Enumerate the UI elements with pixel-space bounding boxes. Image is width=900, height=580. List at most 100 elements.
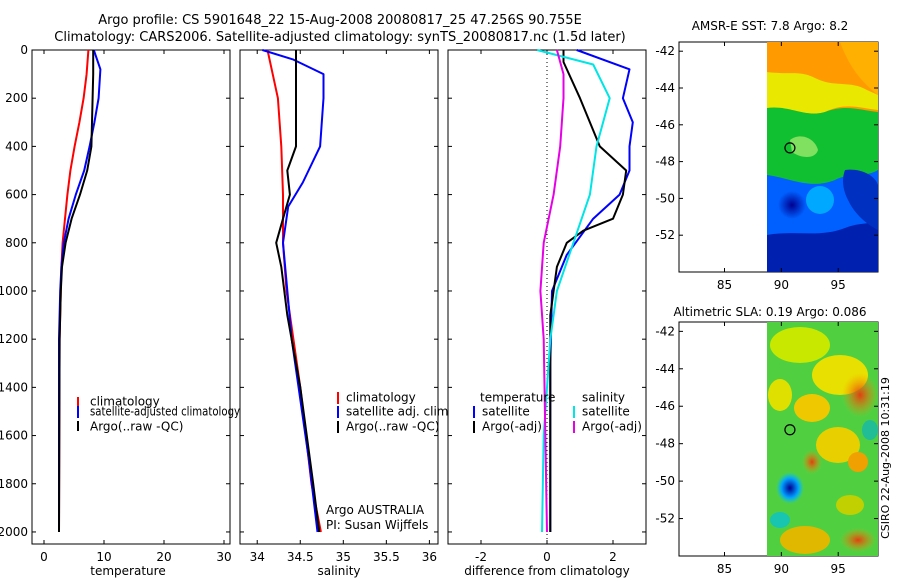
y-tick-label: 1400	[0, 380, 28, 394]
x-tick-label: 2	[609, 550, 617, 564]
sla-blob	[848, 452, 868, 472]
legend-header-salinity: salinity	[582, 391, 625, 405]
sst-cold-eddy	[778, 191, 806, 219]
temperature-xlabel: temperature	[90, 564, 165, 578]
temperature-x-axis: 0 10 20 30	[40, 50, 232, 564]
timestamp-side-label: CSIRO 22-Aug-2008 10:31:19	[879, 377, 892, 539]
series-line-salinity-argo-adj-	[539, 49, 565, 533]
map-x-tick-label: 85	[717, 562, 732, 576]
legend-label-climatology: climatology	[346, 391, 416, 405]
difference-lines	[536, 49, 634, 533]
map-y-tick-label: -46	[655, 118, 675, 132]
series-line-salinity-satellite	[536, 49, 611, 533]
map-x-tick-label: 95	[831, 562, 846, 576]
sla-blob	[836, 495, 864, 515]
y-tick-label: 800	[5, 236, 28, 250]
x-tick-label: 35.5	[373, 550, 400, 564]
map-y-tick-label: -52	[655, 228, 675, 242]
y-tick-label: 1600	[0, 429, 28, 443]
map-y-tick-label: -44	[655, 362, 675, 376]
sst-green-band	[767, 107, 878, 185]
map-y-tick-label: -48	[655, 155, 675, 169]
map-x-tick-label: 90	[774, 562, 789, 576]
sla-blob	[840, 528, 876, 552]
y-tick-label: 400	[5, 139, 28, 153]
sla-blob	[768, 379, 792, 411]
sst-cold-region	[767, 220, 878, 272]
difference-axes-frame	[447, 49, 647, 545]
sla-blob	[794, 394, 830, 422]
salinity-x-axis: 34 34.5 35 35.5 36	[250, 50, 437, 564]
sla-blob	[842, 373, 878, 417]
temperature-legend: climatology satellite-adjusted climatolo…	[77, 395, 240, 434]
map-x-tick-label: 85	[717, 278, 732, 292]
map-y-tick-label: -42	[655, 324, 675, 338]
sla-blob	[776, 472, 804, 504]
figure-title-line1: Argo profile: CS 5901648_22 15-Aug-2008 …	[98, 13, 582, 28]
sla-map-title: Altimetric SLA: 0.19 Argo: 0.086	[673, 305, 866, 319]
series-line-argo-raw-qc-	[275, 50, 321, 533]
difference-legend: temperature salinity satellite Argo(-adj…	[473, 391, 642, 434]
sla-heatmap	[767, 322, 878, 556]
salinity-lines	[262, 49, 325, 533]
sst-heatmap	[767, 42, 878, 272]
salinity-xlabel: salinity	[317, 564, 360, 578]
x-tick-label: 0	[543, 550, 551, 564]
x-tick-label: 30	[216, 550, 231, 564]
figure-title-line2: Climatology: CARS2006. Satellite-adjuste…	[54, 30, 626, 45]
legend-label-argo: Argo(..raw -QC)	[90, 420, 183, 434]
legend-label-sal-satellite: satellite	[582, 405, 630, 419]
x-tick-label: 34.5	[287, 550, 314, 564]
sst-cold-lobe	[843, 169, 878, 230]
legend-label-satellite: satellite-adjusted climatology	[90, 405, 240, 419]
sla-blob	[780, 526, 830, 554]
x-tick-label: 36	[422, 550, 437, 564]
salinity-y-axis	[240, 49, 438, 533]
x-tick-label: 34	[250, 550, 265, 564]
sla-blob	[802, 450, 822, 474]
x-tick-label: -2	[475, 550, 487, 564]
difference-xlabel: difference from climatology	[464, 564, 630, 578]
sla-blob	[816, 427, 860, 463]
legend-label-argo: Argo(..raw -QC)	[346, 420, 439, 434]
legend-label-sal-argo: Argo(-adj)	[582, 420, 642, 434]
x-tick-label: 35	[336, 550, 351, 564]
x-tick-label: 10	[96, 550, 111, 564]
pi-annotation: PI: Susan Wijffels	[326, 518, 428, 532]
x-tick-label: 20	[156, 550, 171, 564]
y-tick-label: 1200	[0, 332, 28, 346]
legend-label-satellite: satellite adj. clim.	[346, 405, 452, 419]
argo-float-marker	[784, 424, 796, 436]
y-tick-label: 1000	[0, 284, 28, 298]
map-y-tick-label: -48	[655, 437, 675, 451]
difference-y-axis	[448, 49, 646, 533]
sst-map-x-axis: 85 90 95	[717, 42, 846, 292]
sst-map-title: AMSR-E SST: 7.8 Argo: 8.2	[692, 19, 849, 33]
sla-map-x-axis: 85 90 95	[717, 322, 846, 576]
temperature-panel: 0 200 400 600 800 1000 1200 1400 1600 1800 2000 0 1…	[0, 43, 240, 578]
map-x-tick-label: 95	[831, 278, 846, 292]
sst-yellow-band	[767, 72, 878, 114]
sst-map-panel: AMSR-E SST: 7.8 Argo: 8.2 -42 -44 -46 -48 -5…	[655, 19, 879, 292]
legend-header-temperature: temperature	[480, 391, 555, 405]
difference-panel: -2 0 2 difference from climatology tempera…	[447, 49, 647, 578]
legend-label-climatology: climatology	[90, 395, 160, 409]
sla-blob	[770, 512, 790, 528]
sst-warm-patch	[840, 42, 878, 95]
map-y-tick-label: -44	[655, 81, 675, 95]
temperature-lines	[58, 49, 102, 533]
y-tick-label: 600	[5, 188, 28, 202]
map-x-tick-label: 90	[774, 278, 789, 292]
series-line-argo-raw-qc-	[58, 50, 95, 533]
sla-blob	[770, 327, 830, 363]
sst-cyan-patch	[806, 186, 834, 214]
sla-map-y-axis: -42 -44 -46 -48 -50 -52	[655, 324, 878, 526]
salinity-legend: climatology satellite adj. clim. Argo(..…	[337, 391, 452, 434]
map-y-tick-label: -50	[655, 191, 675, 205]
sst-light-green	[790, 136, 818, 157]
map-y-tick-label: -46	[655, 399, 675, 413]
argo-source-annotation: Argo AUSTRALIA	[326, 503, 425, 517]
x-tick-label: 0	[40, 550, 48, 564]
y-tick-label: 0	[20, 43, 28, 57]
